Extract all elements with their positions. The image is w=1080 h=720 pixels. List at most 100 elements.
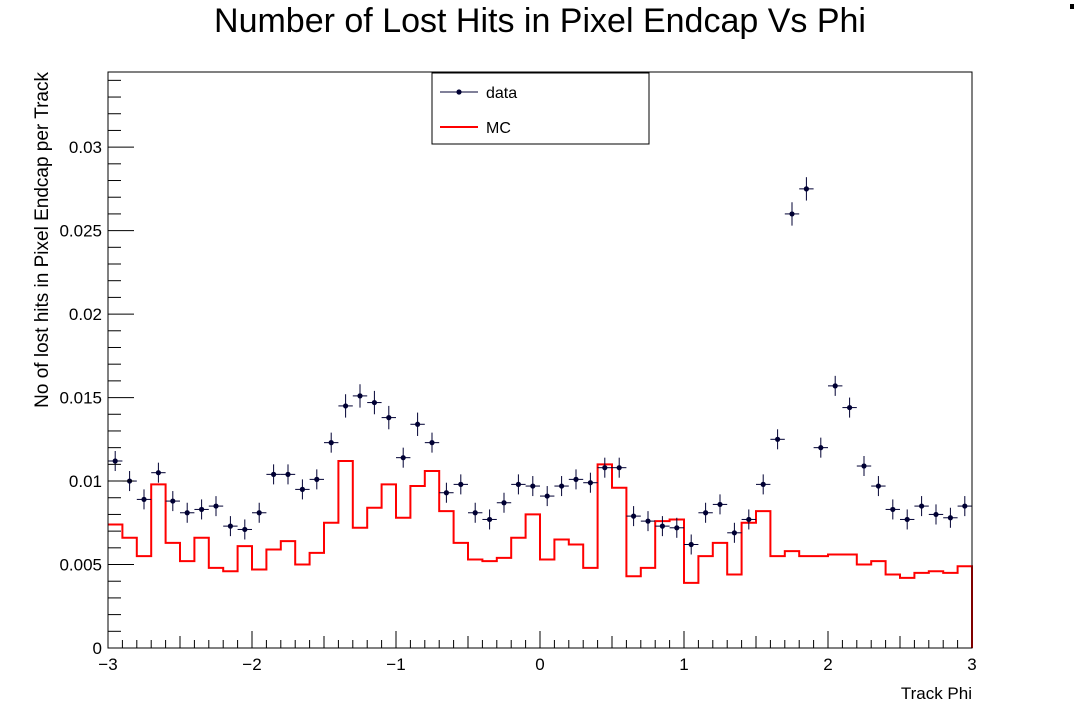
data-marker <box>544 493 550 499</box>
x-tick-label: −1 <box>386 655 405 674</box>
y-tick-label: 0.015 <box>59 389 102 408</box>
data-marker <box>919 503 925 509</box>
data-point <box>194 499 209 520</box>
data-marker <box>674 525 680 531</box>
data-marker <box>199 506 205 513</box>
data-point <box>684 534 699 555</box>
y-tick-label: 0.02 <box>69 305 102 324</box>
y-tick-label: 0.005 <box>59 556 102 575</box>
data-marker <box>530 483 536 489</box>
data-point <box>410 412 425 436</box>
data-marker <box>587 480 594 486</box>
data-point <box>352 384 368 408</box>
data-point <box>540 486 555 507</box>
data-series <box>108 177 972 555</box>
data-point <box>367 390 382 415</box>
data-point <box>568 469 584 490</box>
data-point <box>381 405 396 430</box>
data-point <box>482 509 497 530</box>
data-marker <box>314 476 320 482</box>
data-marker <box>731 530 738 536</box>
data-point <box>252 502 267 523</box>
data-marker <box>616 465 622 471</box>
legend-data-marker <box>456 89 462 95</box>
data-point <box>957 496 972 517</box>
legend: data MC <box>431 72 650 145</box>
data-marker <box>803 186 810 192</box>
data-marker <box>717 501 723 508</box>
data-marker <box>559 483 565 489</box>
data-point <box>813 437 828 458</box>
data-point <box>756 474 771 495</box>
data-marker <box>141 496 147 503</box>
data-marker <box>213 503 219 509</box>
data-marker <box>170 498 176 504</box>
x-tick-label: 3 <box>967 655 976 674</box>
data-marker <box>775 436 781 442</box>
data-point <box>324 432 339 453</box>
data-marker <box>112 458 118 464</box>
data-marker <box>760 481 766 487</box>
data-marker <box>299 486 305 492</box>
x-tick-label: −2 <box>242 655 261 674</box>
data-point <box>770 429 785 450</box>
data-point <box>583 472 598 493</box>
data-point <box>468 502 483 523</box>
data-point <box>871 476 886 497</box>
x-tick-label: 2 <box>823 655 832 674</box>
data-marker <box>400 455 406 461</box>
data-point <box>698 502 713 523</box>
data-point <box>669 517 684 538</box>
data-point <box>727 522 742 543</box>
data-point <box>309 469 324 490</box>
mc-series <box>108 460 973 648</box>
data-marker <box>890 506 896 513</box>
data-marker <box>631 513 637 519</box>
data-point <box>655 516 670 537</box>
data-marker <box>947 515 954 521</box>
data-point <box>626 506 641 527</box>
legend-mc-label: MC <box>486 120 511 137</box>
x-tick-label: 1 <box>679 655 688 674</box>
data-point <box>943 507 958 528</box>
data-point <box>151 462 166 483</box>
data-point <box>712 494 728 515</box>
chart-title: Number of Lost Hits in Pixel Endcap Vs P… <box>214 2 866 40</box>
data-point <box>856 456 872 477</box>
y-tick-label: 0 <box>93 639 102 658</box>
legend-box <box>431 72 650 145</box>
data-point <box>741 509 756 530</box>
data-marker <box>357 393 363 399</box>
data-point <box>525 476 540 497</box>
data-marker <box>285 471 291 477</box>
data-marker <box>515 481 522 487</box>
data-point <box>640 511 656 532</box>
data-marker <box>271 471 277 477</box>
data-point <box>496 492 512 513</box>
data-point <box>295 479 310 500</box>
data-marker <box>847 404 853 411</box>
data-marker <box>256 510 262 516</box>
x-tick-label: 0 <box>535 655 544 674</box>
data-point <box>842 397 857 418</box>
data-marker <box>659 523 666 529</box>
data-point <box>424 432 440 453</box>
data-point <box>439 482 454 503</box>
axes: −3 −2 −1 0 1 2 3 0 0.005 0.01 0.015 0.02 0.025 0.03 <box>59 79 977 674</box>
data-marker <box>328 440 334 446</box>
data-point <box>208 496 224 517</box>
data-point <box>453 474 468 495</box>
mc-step-line <box>108 460 973 648</box>
data-marker <box>832 383 838 389</box>
data-point <box>280 464 296 485</box>
data-marker <box>645 518 651 524</box>
data-point <box>597 457 612 478</box>
data-marker <box>962 503 968 509</box>
y-axis-label: No of lost hits in Pixel Endcap per Trac… <box>32 72 53 408</box>
data-marker <box>573 476 579 482</box>
data-point <box>799 177 814 201</box>
x-tick-label: −3 <box>98 655 117 674</box>
data-marker <box>861 463 867 469</box>
data-marker <box>227 523 233 529</box>
data-point <box>223 516 238 537</box>
